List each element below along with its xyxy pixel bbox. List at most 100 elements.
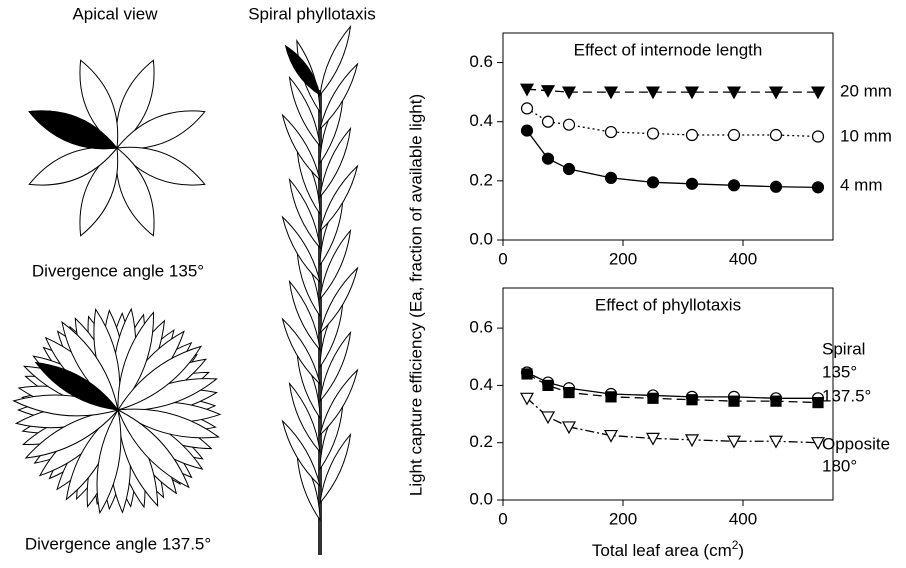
marker: [540, 85, 556, 98]
y-tick-label: 0.4: [469, 375, 493, 394]
marker: [684, 434, 700, 448]
leaf: [79, 59, 119, 149]
marker: [810, 86, 826, 100]
marker: [541, 115, 555, 128]
y-axis-label: Light capture efficiency (Ea, fraction o…: [406, 94, 425, 496]
series-label: 20 mm: [840, 81, 892, 100]
leaf: [28, 146, 118, 186]
plot-frame: [502, 287, 834, 501]
leaf: [284, 44, 321, 97]
leaf: [288, 177, 321, 250]
marker: [561, 86, 577, 100]
marker: [768, 435, 784, 449]
series-label: 10 mm: [840, 126, 892, 145]
leaf: [319, 330, 352, 403]
marker: [605, 391, 617, 403]
marker: [769, 128, 783, 142]
chart-title: Effect of phyllotaxis: [595, 295, 741, 314]
marker: [542, 379, 554, 392]
x-axis-label: Total leaf area (cm2): [592, 538, 744, 560]
marker: [520, 102, 534, 115]
marker: [811, 181, 825, 194]
leaf: [34, 361, 120, 411]
x-tick-label: 400: [729, 249, 757, 268]
leaf: [79, 147, 119, 237]
annotation: Opposite: [822, 434, 890, 453]
annotation: Spiral: [822, 339, 865, 358]
marker: [686, 394, 698, 406]
leaf: [116, 146, 206, 186]
leaf: [319, 228, 352, 301]
marker: [521, 368, 533, 380]
marker: [604, 125, 618, 139]
leaf: [115, 147, 155, 237]
x-tick-label: 400: [729, 509, 757, 528]
marker: [726, 86, 742, 100]
leaf: [281, 113, 321, 182]
leaf: [281, 215, 321, 284]
marker: [562, 118, 576, 131]
marker: [645, 86, 661, 100]
marker: [770, 395, 782, 407]
marker: [541, 152, 555, 165]
y-tick-label: 0.6: [469, 52, 493, 71]
y-tick-label: 0.2: [469, 432, 493, 451]
x-tick-label: 200: [609, 249, 637, 268]
marker: [685, 128, 699, 142]
leaf: [319, 62, 359, 131]
y-tick-label: 0.2: [469, 170, 493, 189]
y-tick-label: 0.6: [469, 318, 493, 337]
marker: [646, 127, 660, 140]
marker: [603, 429, 619, 443]
leaf: [288, 381, 321, 454]
leaf: [116, 110, 206, 150]
leaf: [281, 317, 321, 386]
marker: [603, 86, 619, 100]
marker: [519, 83, 535, 97]
marker: [685, 177, 699, 190]
leaf: [281, 419, 321, 488]
marker: [647, 392, 659, 404]
y-tick-label: 0.0: [469, 229, 493, 248]
leaf: [319, 126, 352, 199]
leaf: [116, 345, 203, 411]
marker: [727, 179, 741, 192]
marker: [645, 432, 661, 446]
x-axis-label-part: ): [738, 541, 744, 560]
chart: Effect of internode length 0.0 0.2 0.4 0.6 0 2…: [469, 32, 892, 268]
series-label: 4 mm: [840, 175, 883, 194]
marker: [810, 437, 826, 450]
series-label: 135°: [822, 362, 857, 381]
marker: [604, 171, 618, 184]
leaf: [319, 266, 359, 335]
marker: [561, 421, 577, 435]
marker: [562, 162, 576, 176]
y-tick-label: 0.4: [469, 111, 493, 130]
series-label: 180°: [822, 456, 857, 475]
marker: [728, 395, 740, 407]
leaf: [319, 164, 359, 233]
leaf: [319, 368, 359, 437]
leaf: [319, 24, 352, 97]
x-tick-label: 200: [609, 509, 637, 528]
marker: [540, 411, 556, 425]
plot-frame: [502, 32, 834, 241]
caption: Divergence angle 135°: [32, 261, 204, 280]
marker: [646, 176, 660, 189]
marker: [726, 435, 742, 449]
leaf: [288, 279, 321, 352]
x-tick-label: 0: [498, 249, 507, 268]
leaf: [96, 408, 122, 515]
x-axis-label-part: Total leaf area (cm: [592, 541, 732, 560]
marker: [769, 180, 783, 193]
leaf: [24, 409, 120, 459]
leaf: [288, 75, 321, 148]
illustrations: [12, 24, 359, 555]
chart: Effect of phyllotaxis 0.0 0.2 0.4 0.6 0 200 400…: [469, 287, 890, 528]
y-tick-label: 0.0: [469, 489, 493, 508]
leaf: [117, 408, 190, 489]
marker: [812, 396, 824, 409]
marker: [684, 86, 700, 100]
